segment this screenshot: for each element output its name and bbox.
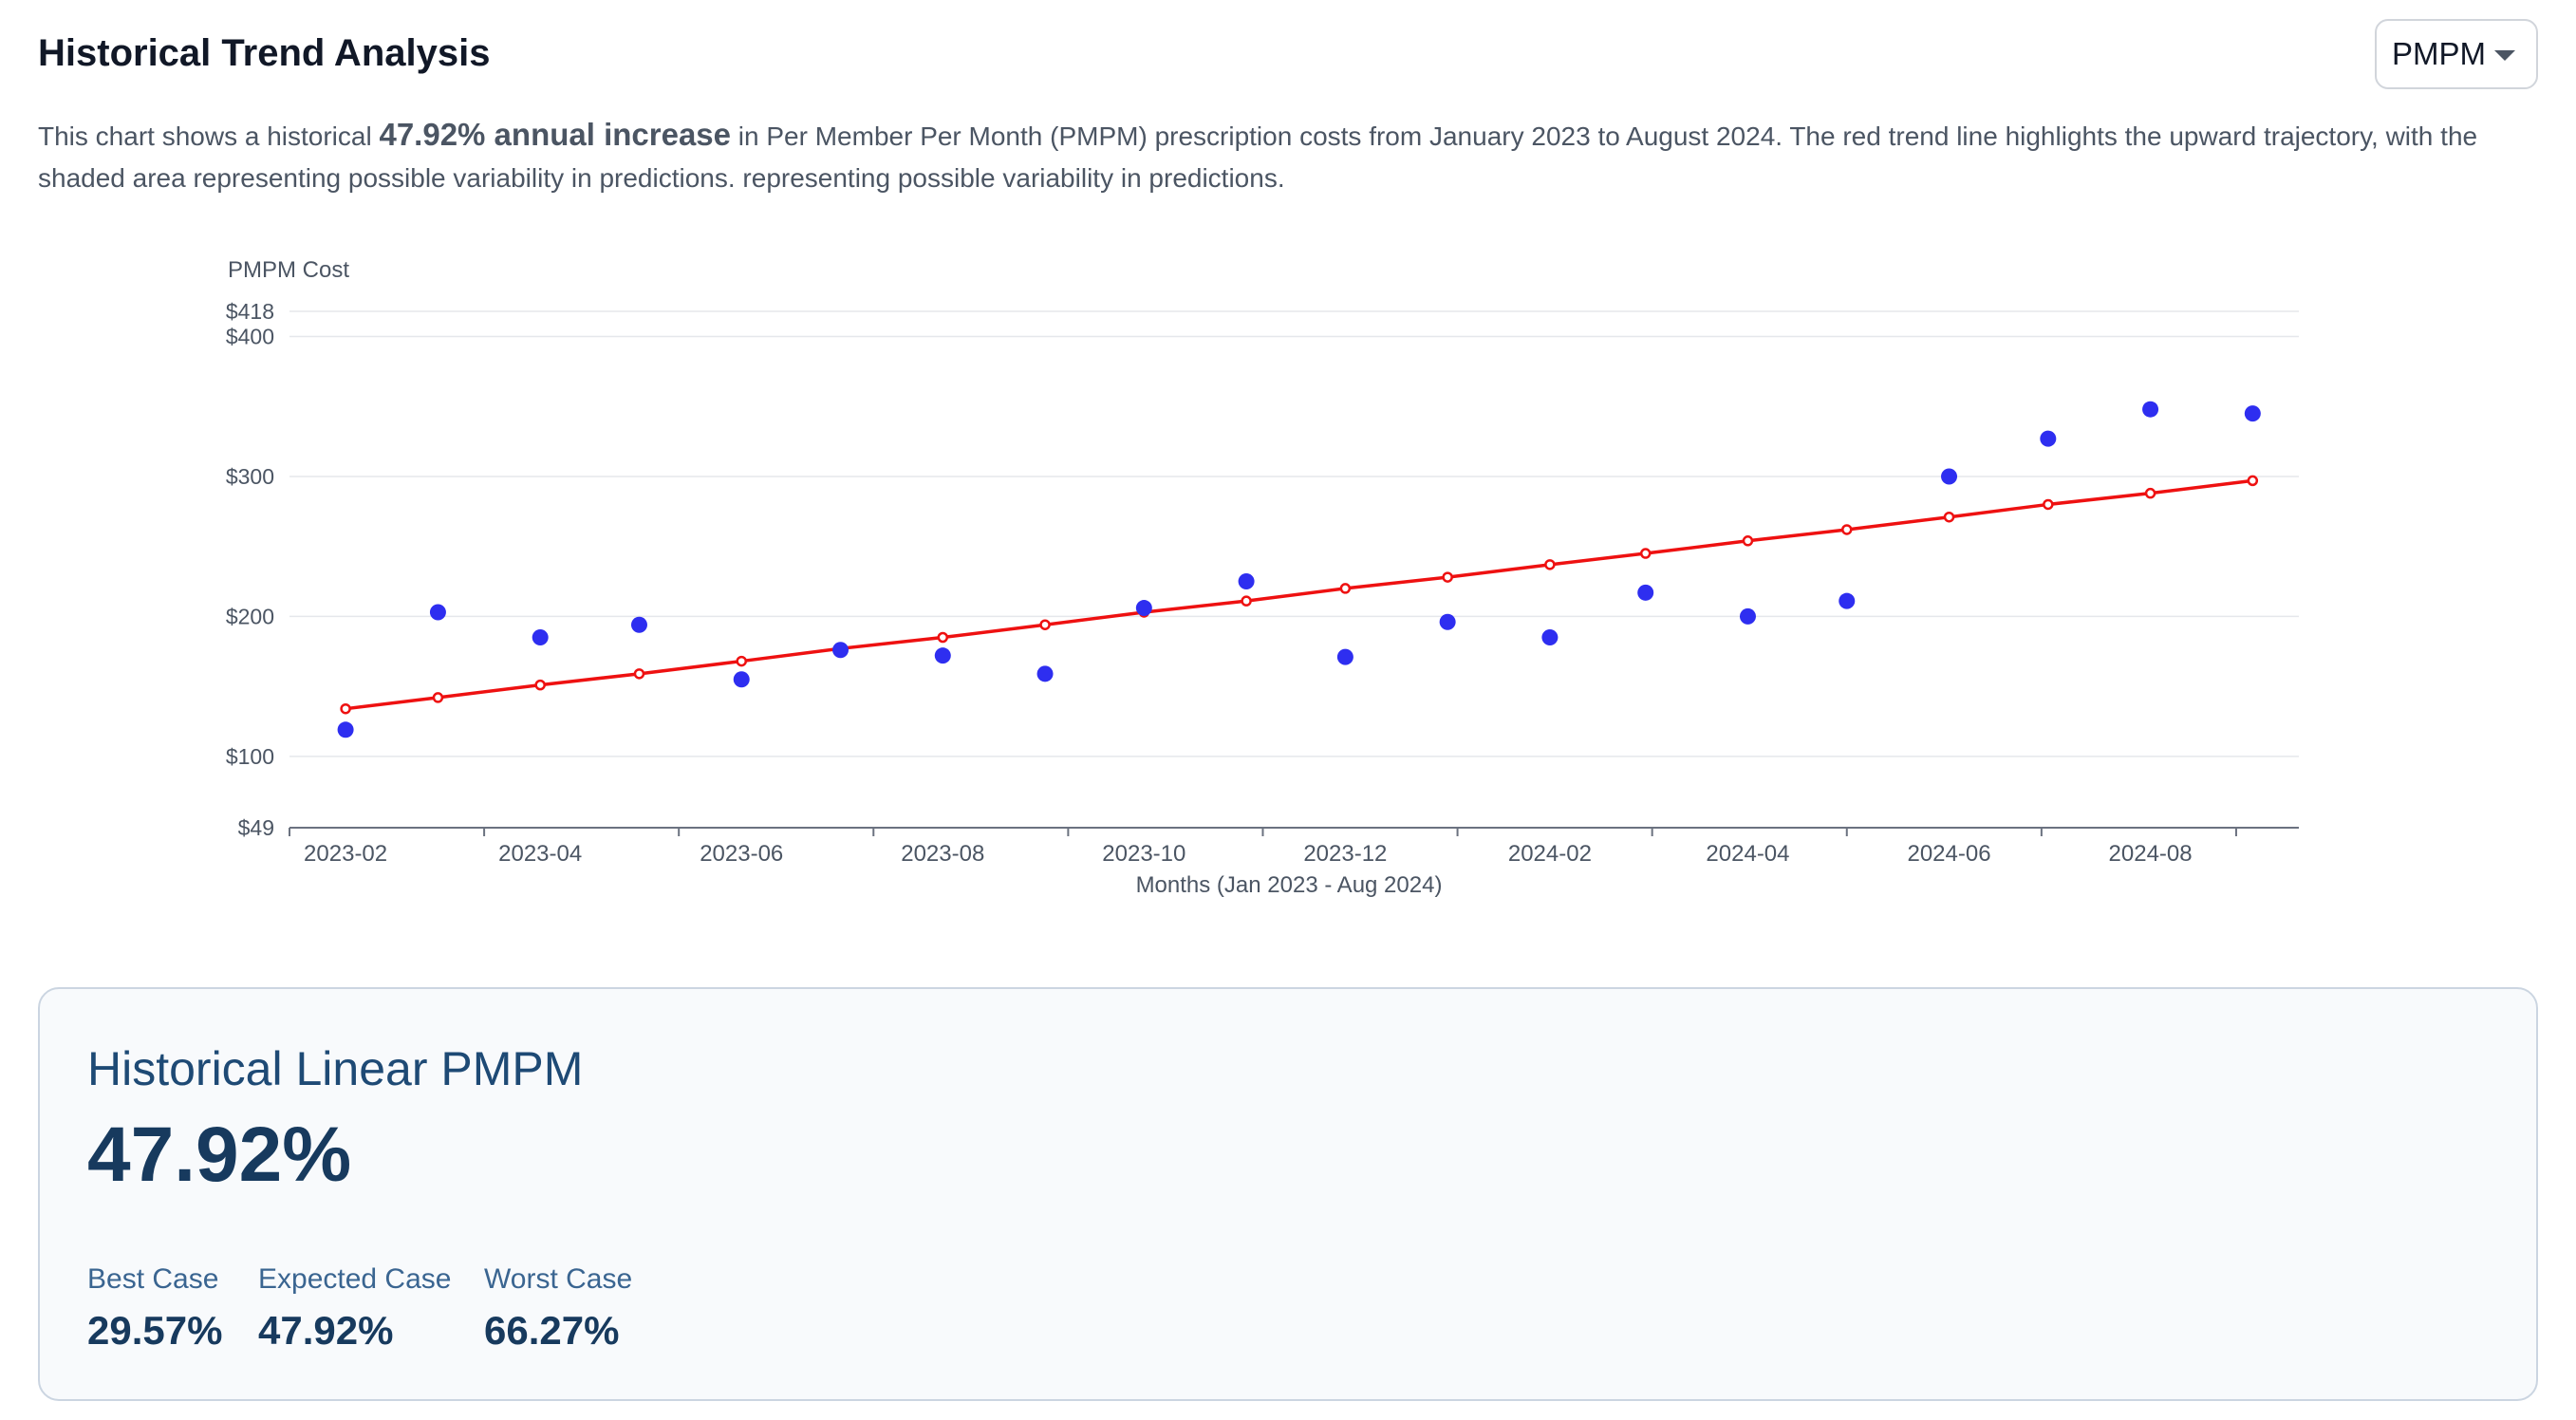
trend-point [340,702,351,715]
trend-point [1039,619,1051,630]
summary-card: Historical Linear PMPM 47.92% Best Case … [38,987,2538,1401]
data-point [532,629,549,646]
header: Historical Trend Analysis PMPM [38,19,2538,103]
trend-point [1742,535,1754,547]
trend-point [1639,548,1652,559]
y-tick-label: $49 [238,815,274,840]
y-tick-label: $100 [226,744,274,769]
expected-case-label: Expected Case [258,1263,452,1295]
x-tick-label: 2023-12 [1303,841,1387,867]
y-tick-label: $300 [226,464,274,489]
y-axis-label: PMPM Cost [228,257,349,283]
trend-line [345,478,2253,711]
data-point [337,721,354,738]
data-point [1439,613,1456,630]
worst-case-value: 66.27% [484,1308,620,1353]
description-highlight: 47.92% annual increase [379,117,732,152]
x-tick-label: 2024-06 [1907,841,1990,867]
data-point [1941,468,1958,485]
y-tick-label: $200 [226,604,274,628]
chevron-down-icon [2494,50,2515,61]
trend-point [1943,511,1955,523]
trend-point [2247,475,2259,487]
trend-point [937,631,949,644]
x-tick-label: 2024-04 [1706,841,1789,867]
data-point [733,671,750,688]
data-point [1637,584,1654,601]
y-tick-label: $400 [226,325,274,349]
trend-point [2144,487,2156,499]
expected-case: Expected Case 47.92% [258,1261,451,1359]
worst-case: Worst Case 66.27% [484,1261,632,1359]
data-point [1336,648,1353,665]
description-text-pre: This chart shows a historical [38,121,380,151]
trend-point [736,655,747,667]
data-point [630,616,647,633]
x-tick-label: 2023-04 [498,841,582,867]
trend-point [1339,583,1352,594]
trend-point [2043,498,2054,511]
data-point [1739,607,1756,625]
trend-point [534,679,546,691]
trend-point [1241,595,1252,607]
trend-point [1544,559,1556,570]
x-axis-label: Months (Jan 2023 - Aug 2024) [1136,872,1443,898]
x-tick-label: 2023-02 [304,841,387,867]
data-point [429,604,446,621]
expected-case-value: 47.92% [258,1308,394,1353]
summary-value: 47.92% [87,1112,352,1198]
trend-chart-svg: $49 $100 $200 $300 $400$418 2023-02 2023-04 202… [226,257,2299,898]
data-point [2244,405,2261,422]
description-text-post: in Per Member Per Month (PMPM) prescript… [38,121,2478,193]
best-case-value: 29.57% [87,1308,223,1353]
metric-select[interactable]: PMPM [2375,19,2538,89]
data-point [1135,600,1152,617]
data-point [832,642,849,659]
data-point [1238,573,1255,590]
data-point [2142,401,2159,418]
axes: $49 $100 $200 $300 $400$418 2023-02 2023-04 202… [226,299,2299,867]
page-title: Historical Trend Analysis [38,32,491,74]
x-tick-label: 2023-10 [1102,841,1185,867]
chart-description: This chart shows a historical 47.92% ann… [38,114,2534,199]
worst-case-label: Worst Case [484,1263,633,1295]
data-point [1036,665,1054,682]
data-point [1541,629,1559,646]
x-tick-label: 2024-08 [2109,841,2193,867]
data-point [934,647,951,664]
metric-select-value: PMPM [2392,36,2486,71]
actual-cost-series [337,401,2261,738]
grid-lines [289,310,2299,757]
x-tick-label: 2024-02 [1508,841,1592,867]
summary-title: Historical Linear PMPM [87,1042,584,1095]
trend-chart: $49 $100 $200 $300 $400 $418 2023-02 2023-04 202… [0,237,2576,921]
data-point [1839,592,1856,609]
trend-point [1442,571,1453,583]
trend-point [1841,524,1853,535]
y-tick-label: $418 [226,299,274,324]
data-point [2040,430,2057,447]
trend-point [633,668,645,680]
trend-point [432,692,444,703]
trend-line-series [340,475,2259,715]
x-tick-label: 2023-08 [901,841,984,867]
best-case-label: Best Case [87,1263,219,1295]
best-case: Best Case 29.57% [87,1261,222,1359]
x-tick-label: 2023-06 [700,841,783,867]
